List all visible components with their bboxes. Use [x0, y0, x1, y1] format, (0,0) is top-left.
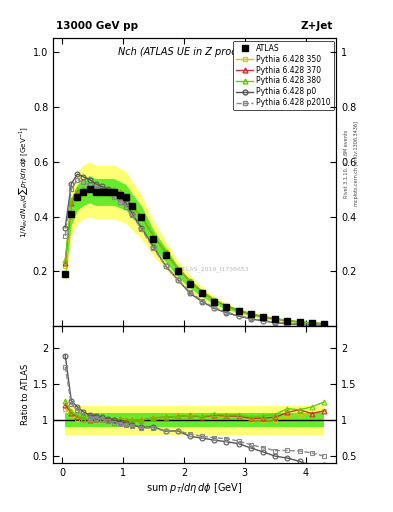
Y-axis label: Ratio to ATLAS: Ratio to ATLAS [21, 364, 30, 425]
X-axis label: sum $p_T/d\eta\,d\phi$ [GeV]: sum $p_T/d\eta\,d\phi$ [GeV] [146, 481, 243, 495]
Legend: ATLAS, Pythia 6.428 350, Pythia 6.428 370, Pythia 6.428 380, Pythia 6.428 p0, Py: ATLAS, Pythia 6.428 350, Pythia 6.428 37… [233, 40, 334, 111]
Text: Nch (ATLAS UE in Z production): Nch (ATLAS UE in Z production) [118, 47, 271, 57]
Text: Z+Jet: Z+Jet [301, 21, 333, 31]
Y-axis label: $1/N_{ev}\,dN_{ev}/d\sum p_T/d\eta\,d\phi\;[\mathrm{GeV}^{-1}]$: $1/N_{ev}\,dN_{ev}/d\sum p_T/d\eta\,d\ph… [17, 126, 30, 239]
Text: ATLAS_2019_I1736653: ATLAS_2019_I1736653 [179, 266, 250, 271]
Text: 13000 GeV pp: 13000 GeV pp [56, 21, 138, 31]
Text: Rivet 3.1.10, ≥ 2.8M events: Rivet 3.1.10, ≥ 2.8M events [344, 130, 349, 198]
Text: mcplots.cern.ch [arXiv:1306.3436]: mcplots.cern.ch [arXiv:1306.3436] [354, 121, 359, 206]
